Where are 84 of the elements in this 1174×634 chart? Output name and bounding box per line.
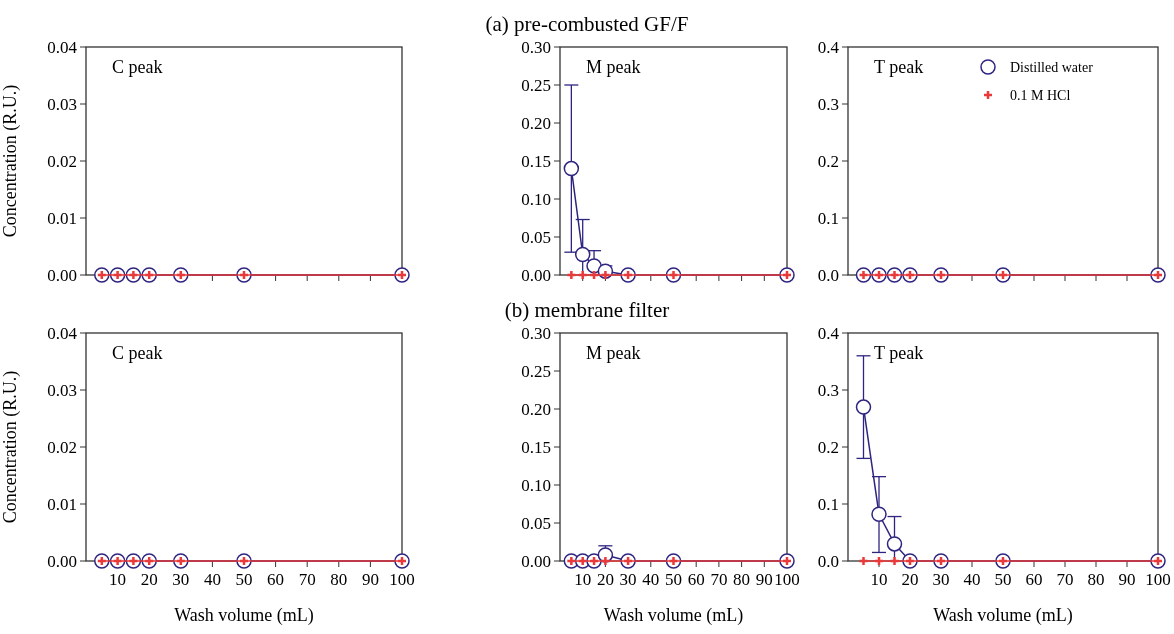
annotation: T peak bbox=[874, 57, 924, 77]
y-tick-label: 0.3 bbox=[817, 380, 839, 400]
x-tick-label: 50 bbox=[665, 570, 682, 589]
y-tick-label: 0.04 bbox=[47, 37, 78, 57]
x-tick-label: 100 bbox=[774, 570, 800, 589]
y-tick-label: 0.25 bbox=[521, 75, 551, 95]
point bbox=[574, 246, 591, 263]
y-tick-label: 0.01 bbox=[47, 208, 77, 228]
y-tick-label: 0.01 bbox=[47, 494, 77, 514]
point bbox=[563, 160, 580, 177]
y-axis-title: Concentration (R.U.) bbox=[0, 84, 21, 238]
x-tick-label: 30 bbox=[619, 570, 637, 589]
y-tick-label: 0.00 bbox=[521, 551, 551, 571]
y-tick-label: 0.30 bbox=[521, 323, 551, 343]
y-tick-label: 0.0 bbox=[817, 265, 839, 285]
y-tick-label: 0.3 bbox=[817, 94, 839, 114]
y-tick-label: 0.2 bbox=[817, 437, 839, 457]
x-tick-label: 10 bbox=[574, 570, 592, 589]
x-tick-label: 80 bbox=[733, 570, 751, 589]
x-tick-label: 30 bbox=[932, 570, 950, 589]
legend-label: Distilled water bbox=[1010, 59, 1094, 75]
point bbox=[886, 536, 903, 552]
annotation: C peak bbox=[112, 57, 163, 77]
x-tick-label: 60 bbox=[267, 570, 285, 589]
y-tick-label: 0.10 bbox=[521, 475, 551, 495]
x-tick-label: 100 bbox=[1145, 570, 1171, 589]
y-tick-label: 0.00 bbox=[521, 265, 551, 285]
y-tick-label: 0.2 bbox=[817, 151, 839, 171]
y-tick-label: 0.00 bbox=[47, 551, 77, 571]
y-tick-label: 0.4 bbox=[817, 37, 840, 57]
x-tick-label: 80 bbox=[330, 570, 348, 589]
y-tick-label: 0.02 bbox=[47, 437, 77, 457]
y-tick-label: 0.1 bbox=[817, 494, 839, 514]
y-tick-label: 0.05 bbox=[521, 227, 551, 247]
y-tick-label: 0.10 bbox=[521, 189, 551, 209]
y-tick-label: 0.15 bbox=[521, 151, 551, 171]
legend-label: 0.1 M HCl bbox=[1010, 87, 1071, 103]
point bbox=[855, 399, 872, 415]
x-tick-label: 40 bbox=[642, 570, 660, 589]
y-tick-label: 0.0 bbox=[817, 551, 839, 571]
x-tick-label: 10 bbox=[870, 570, 888, 589]
x-tick-label: 70 bbox=[1056, 570, 1074, 589]
x-axis-title: Wash volume (mL) bbox=[174, 605, 314, 626]
y-tick-label: 0.4 bbox=[817, 323, 840, 343]
y-tick-label: 0.15 bbox=[521, 437, 551, 457]
x-tick-label: 90 bbox=[755, 570, 773, 589]
y-tick-label: 0.04 bbox=[47, 323, 78, 343]
y-tick-label: 0.30 bbox=[521, 37, 551, 57]
annotation: M peak bbox=[586, 57, 641, 77]
x-tick-label: 90 bbox=[1118, 570, 1136, 589]
annotation: M peak bbox=[586, 343, 641, 363]
y-tick-label: 0.20 bbox=[521, 399, 551, 419]
annotation: C peak bbox=[112, 343, 163, 363]
x-tick-label: 30 bbox=[172, 570, 190, 589]
y-tick-label: 0.00 bbox=[47, 265, 77, 285]
y-tick-label: 0.03 bbox=[47, 380, 77, 400]
x-tick-label: 50 bbox=[235, 570, 253, 589]
chart-title: (b) membrane filter bbox=[504, 298, 670, 322]
x-tick-label: 60 bbox=[687, 570, 705, 589]
annotation: T peak bbox=[874, 343, 924, 363]
y-tick-label: 0.05 bbox=[521, 513, 551, 533]
x-tick-label: 10 bbox=[109, 570, 127, 589]
x-tick-label: 80 bbox=[1087, 570, 1105, 589]
x-tick-label: 50 bbox=[994, 570, 1012, 589]
y-tick-label: 0.02 bbox=[47, 151, 77, 171]
y-tick-label: 0.20 bbox=[521, 113, 551, 133]
y-axis-title: Concentration (R.U.) bbox=[0, 370, 21, 524]
x-tick-label: 20 bbox=[140, 570, 158, 589]
y-tick-label: 0.03 bbox=[47, 94, 77, 114]
y-tick-label: 0.1 bbox=[817, 208, 839, 228]
x-tick-label: 70 bbox=[298, 570, 316, 589]
x-tick-label: 20 bbox=[901, 570, 919, 589]
point bbox=[871, 506, 887, 523]
x-tick-label: 20 bbox=[596, 570, 614, 589]
x-tick-label: 90 bbox=[361, 570, 379, 589]
x-tick-label: 40 bbox=[203, 570, 221, 589]
x-tick-label: 40 bbox=[963, 570, 981, 589]
x-axis-title: Wash volume (mL) bbox=[603, 605, 744, 626]
y-tick-label: 0.25 bbox=[521, 361, 551, 381]
chart-title: (a) pre-combusted GF/F bbox=[485, 12, 689, 36]
x-tick-label: 70 bbox=[710, 570, 728, 589]
x-tick-label: 100 bbox=[389, 570, 415, 589]
x-tick-label: 60 bbox=[1025, 570, 1043, 589]
x-axis-title: Wash volume (mL) bbox=[933, 605, 1073, 626]
